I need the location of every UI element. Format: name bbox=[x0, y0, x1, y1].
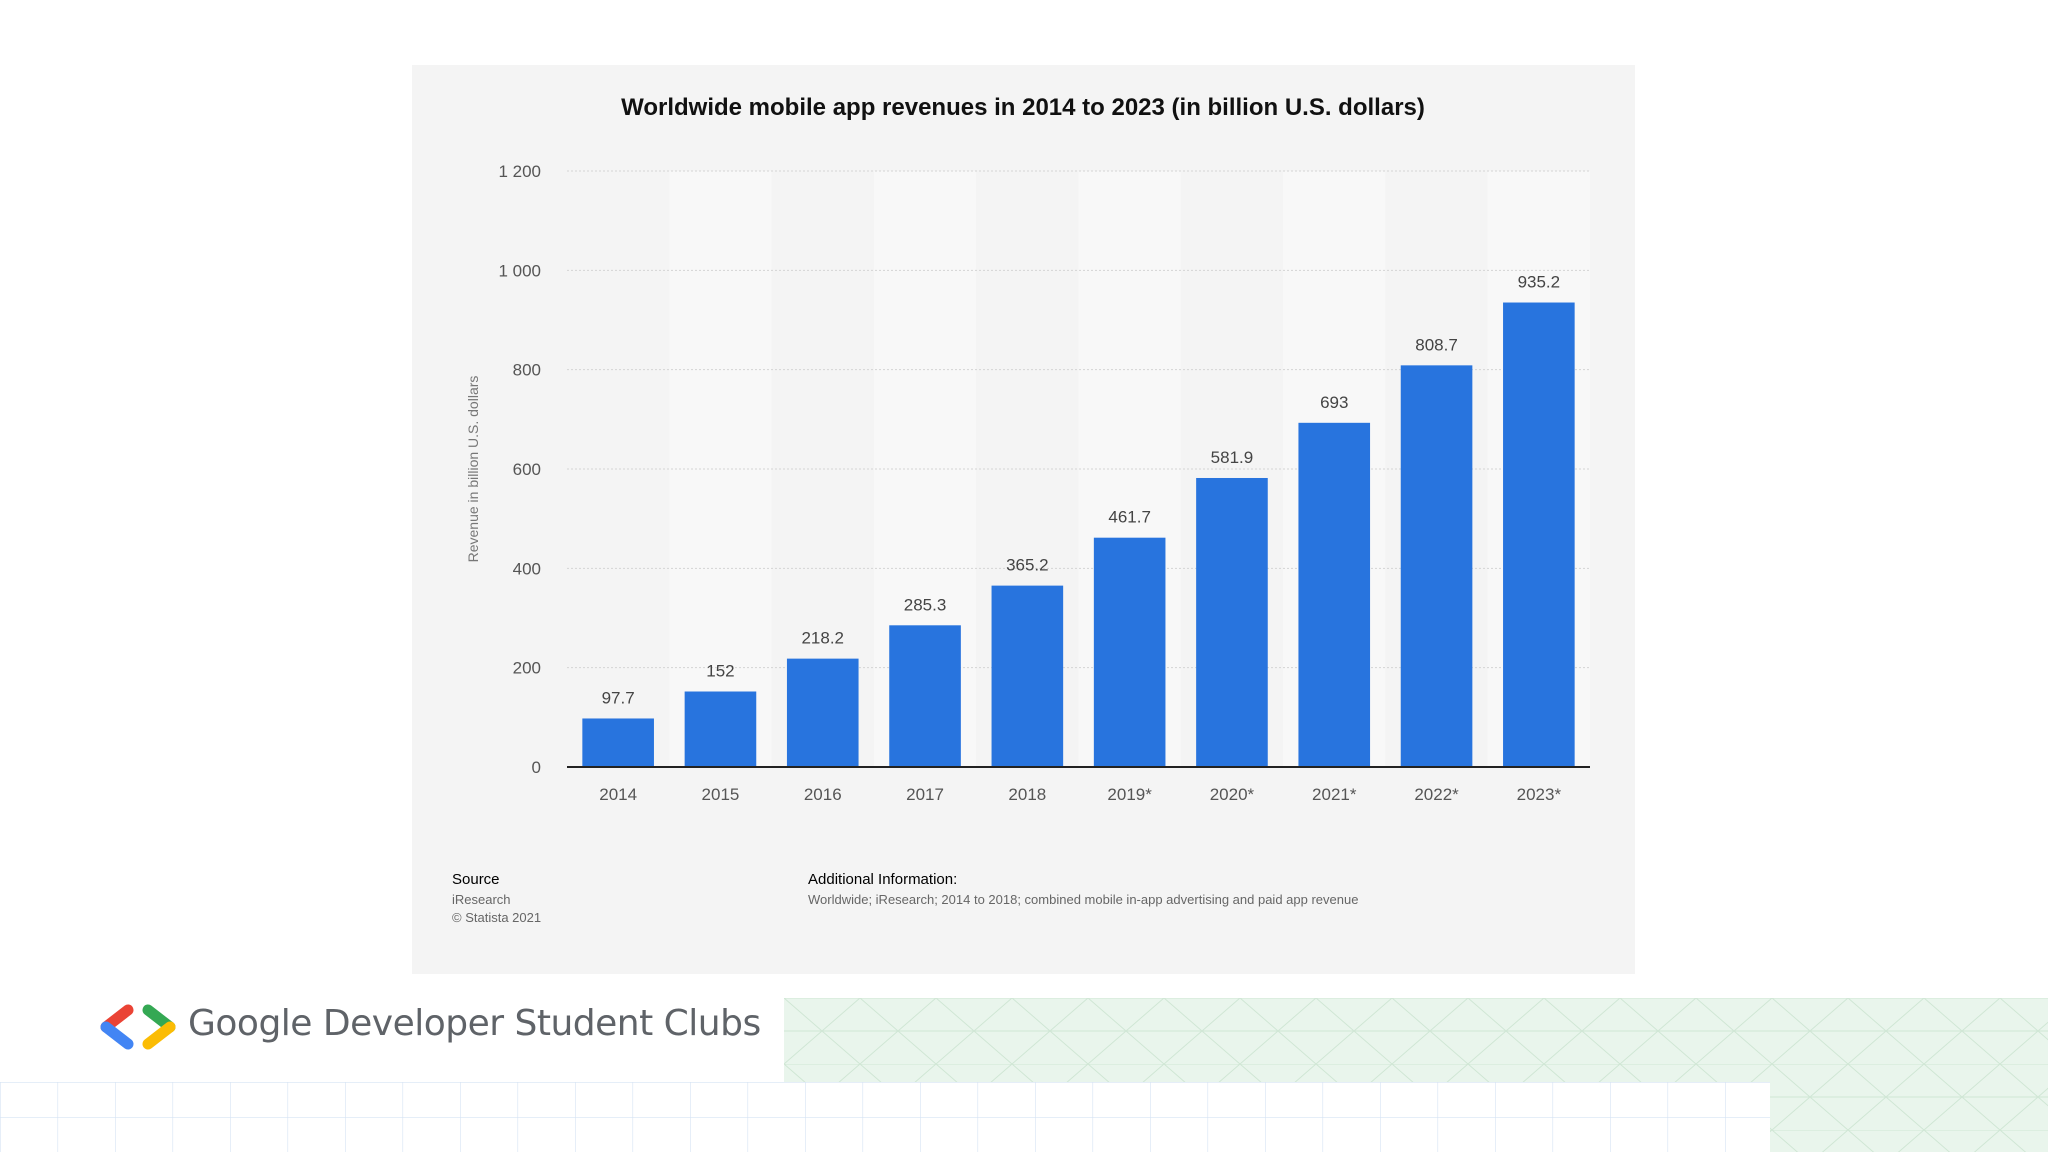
x-tick-label: 2022* bbox=[1414, 785, 1459, 804]
x-tick-label: 2023* bbox=[1517, 785, 1562, 804]
bar bbox=[1400, 365, 1473, 767]
x-tick-label: 2019* bbox=[1107, 785, 1152, 804]
y-tick-label: 1 000 bbox=[498, 261, 541, 280]
gdsc-logo-icon bbox=[100, 1004, 176, 1050]
bar bbox=[684, 691, 757, 767]
y-tick-label: 800 bbox=[513, 361, 541, 380]
bar-chart: Worldwide mobile app revenues in 2014 to… bbox=[465, 94, 1590, 804]
x-tick-label: 2021* bbox=[1312, 785, 1357, 804]
y-tick-label: 200 bbox=[513, 659, 541, 678]
y-axis-label: Revenue in billion U.S. dollars bbox=[465, 376, 481, 563]
bar bbox=[1196, 477, 1268, 767]
y-tick-label: 400 bbox=[513, 559, 541, 578]
chart-title: Worldwide mobile app revenues in 2014 to… bbox=[621, 94, 1425, 121]
x-tick-label: 2017 bbox=[906, 785, 944, 804]
bar bbox=[1093, 537, 1166, 767]
x-tick-label: 2016 bbox=[804, 785, 842, 804]
data-label: 285.3 bbox=[904, 595, 947, 614]
y-tick-label: 600 bbox=[513, 460, 541, 479]
source-copyright: © Statista 2021 bbox=[452, 910, 542, 925]
bar bbox=[1503, 302, 1575, 767]
bar bbox=[786, 658, 859, 767]
data-label: 693 bbox=[1320, 393, 1348, 412]
data-label: 152 bbox=[706, 662, 734, 681]
data-label: 461.7 bbox=[1108, 508, 1151, 527]
data-label: 97.7 bbox=[602, 688, 635, 707]
x-tick-label: 2015 bbox=[702, 785, 740, 804]
y-tick-label: 1 200 bbox=[498, 162, 541, 181]
column-stripe bbox=[567, 171, 670, 767]
brand-name: Google Developer Student Clubs bbox=[188, 1003, 761, 1044]
x-tick-label: 2020* bbox=[1210, 785, 1255, 804]
bar bbox=[889, 625, 961, 767]
data-label: 581.9 bbox=[1211, 448, 1254, 467]
data-label: 365.2 bbox=[1006, 556, 1049, 575]
data-label: 808.7 bbox=[1415, 335, 1458, 354]
x-tick-label: 2018 bbox=[1008, 785, 1046, 804]
chart-card: Worldwide mobile app revenues in 2014 to… bbox=[412, 65, 1635, 974]
source-heading: Source bbox=[452, 871, 500, 888]
blue-grid-decoration bbox=[0, 1082, 1770, 1152]
data-label: 218.2 bbox=[801, 629, 844, 648]
bar bbox=[1298, 422, 1371, 767]
y-tick-label: 0 bbox=[532, 758, 541, 777]
source-name: iResearch bbox=[452, 892, 511, 907]
bar bbox=[582, 718, 654, 767]
x-tick-label: 2014 bbox=[599, 785, 637, 804]
bar bbox=[991, 585, 1064, 767]
additional-info-text: Worldwide; iResearch; 2014 to 2018; comb… bbox=[808, 892, 1359, 907]
additional-info-heading: Additional Information: bbox=[808, 871, 958, 888]
data-label: 935.2 bbox=[1518, 273, 1561, 292]
